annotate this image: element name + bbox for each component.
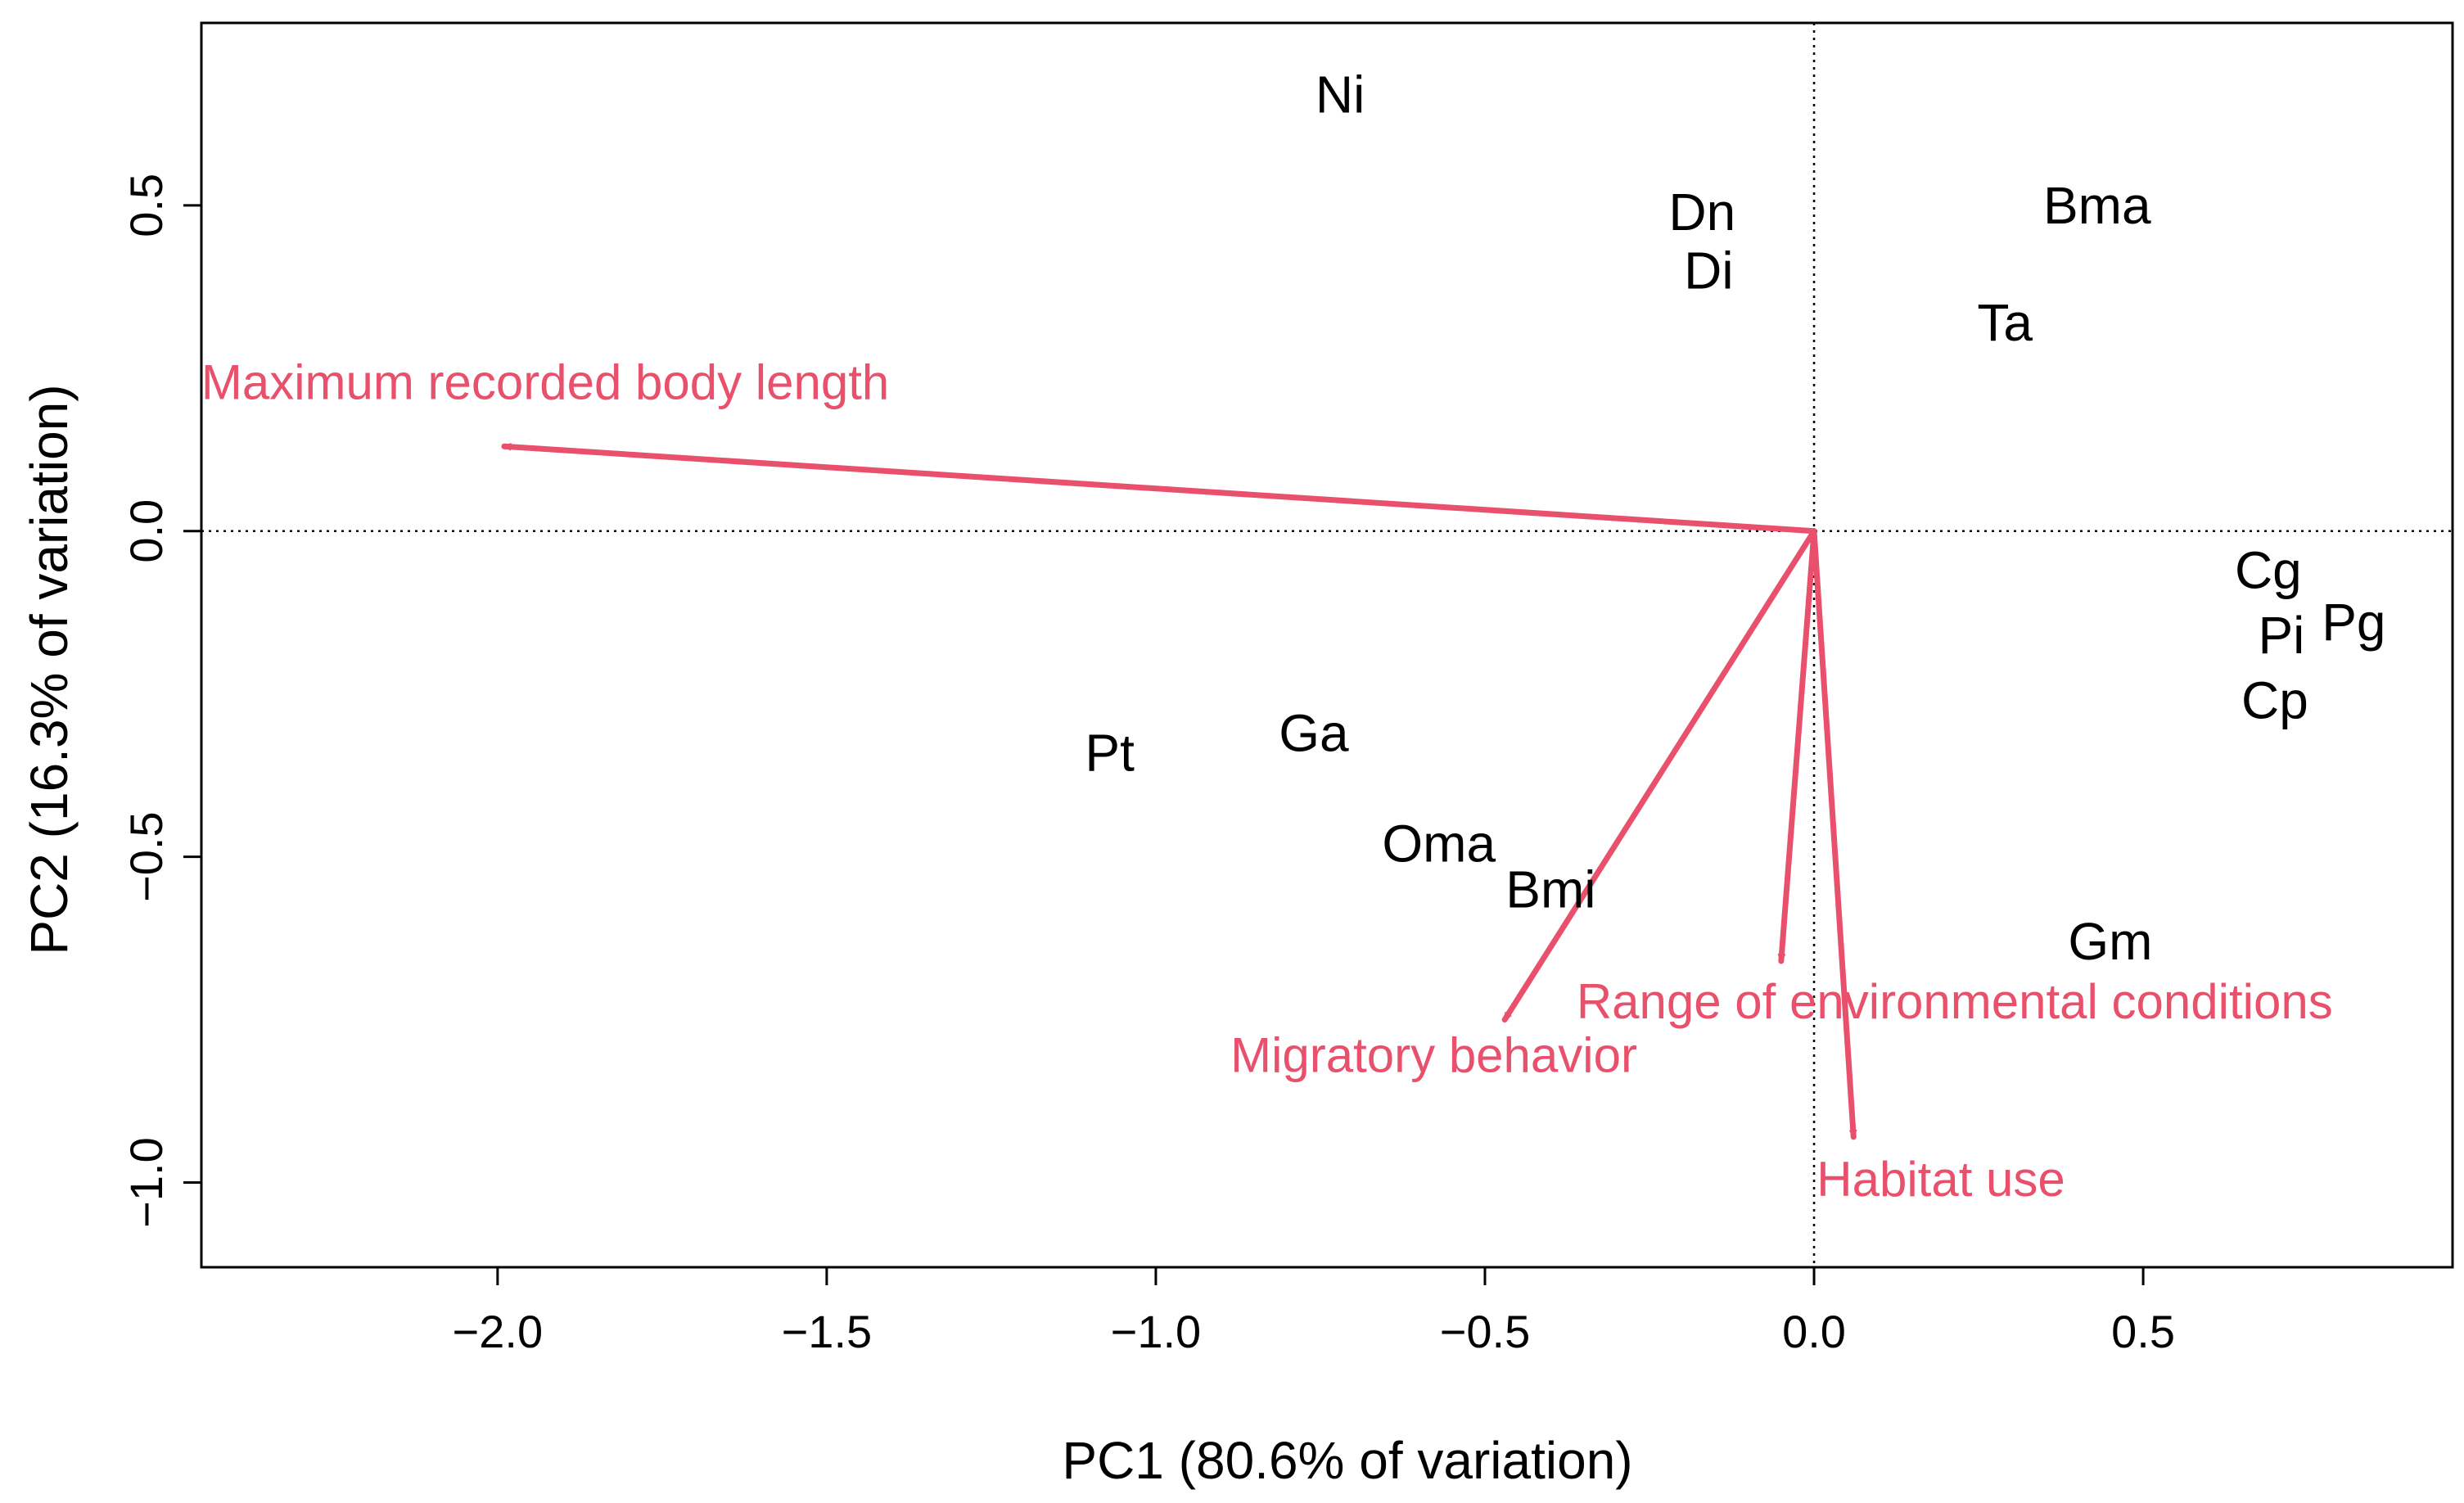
point-label: Dn <box>1668 183 1735 241</box>
point-label: Cp <box>2241 671 2308 730</box>
point-label: Bmi <box>1505 860 1595 918</box>
point-label: Bma <box>2043 176 2151 235</box>
y-tick-label: 0.0 <box>120 499 172 563</box>
x-axis-title: PC1 (80.6% of variation) <box>1062 1431 1632 1490</box>
y-axis-title: PC2 (16.3% of variation) <box>20 384 79 955</box>
point-label: Ni <box>1315 65 1365 124</box>
y-tick-label: 0.5 <box>120 174 172 237</box>
loading-vectors: Maximum recorded body length Migratory be… <box>201 354 2333 1207</box>
loading-arrow <box>1781 528 1817 964</box>
point-label: Pi <box>2258 606 2304 665</box>
axes: −2.0 −1.5 −1.0 −0.5 0.0 0.5 0.5 0.0 −0.5 −1.0 PC… <box>20 21 2454 1490</box>
x-tick-label: 0.0 <box>1782 1306 1846 1357</box>
loading-label: Habitat use <box>1816 1152 2065 1207</box>
point-label: Cg <box>2235 540 2302 599</box>
plot-frame <box>200 21 2454 1269</box>
point-label: Ta <box>1977 293 2033 352</box>
loading-label: Maximum recorded body length <box>201 354 889 409</box>
point-label: Oma <box>1382 815 1496 873</box>
point-label: Gm <box>2068 912 2152 971</box>
loading-arrow <box>1501 528 1817 1023</box>
x-tick-label: 0.5 <box>2111 1306 2175 1357</box>
point-label: Di <box>1684 241 1733 300</box>
x-tick-label: −1.0 <box>1111 1306 1202 1357</box>
point-label: Pt <box>1085 723 1135 782</box>
x-tick-label: −1.5 <box>782 1306 873 1357</box>
y-axis-ticks: 0.5 0.0 −0.5 −1.0 <box>120 174 201 1228</box>
x-axis-ticks: −2.0 −1.5 −1.0 −0.5 0.0 0.5 <box>453 1267 2175 1357</box>
point-label: Pg <box>2322 593 2385 652</box>
reference-lines <box>201 23 2453 1267</box>
point-label: Ga <box>1279 703 1349 762</box>
loading-label: Range of environmental conditions <box>1577 974 2333 1029</box>
loading-arrow <box>1811 528 1853 1140</box>
loading-label: Migratory behavior <box>1230 1028 1637 1083</box>
y-tick-label: −1.0 <box>120 1137 172 1228</box>
x-tick-label: −0.5 <box>1440 1306 1531 1357</box>
loading-arrow <box>501 446 1817 535</box>
y-tick-label: −0.5 <box>120 811 172 902</box>
x-tick-label: −2.0 <box>453 1306 544 1357</box>
